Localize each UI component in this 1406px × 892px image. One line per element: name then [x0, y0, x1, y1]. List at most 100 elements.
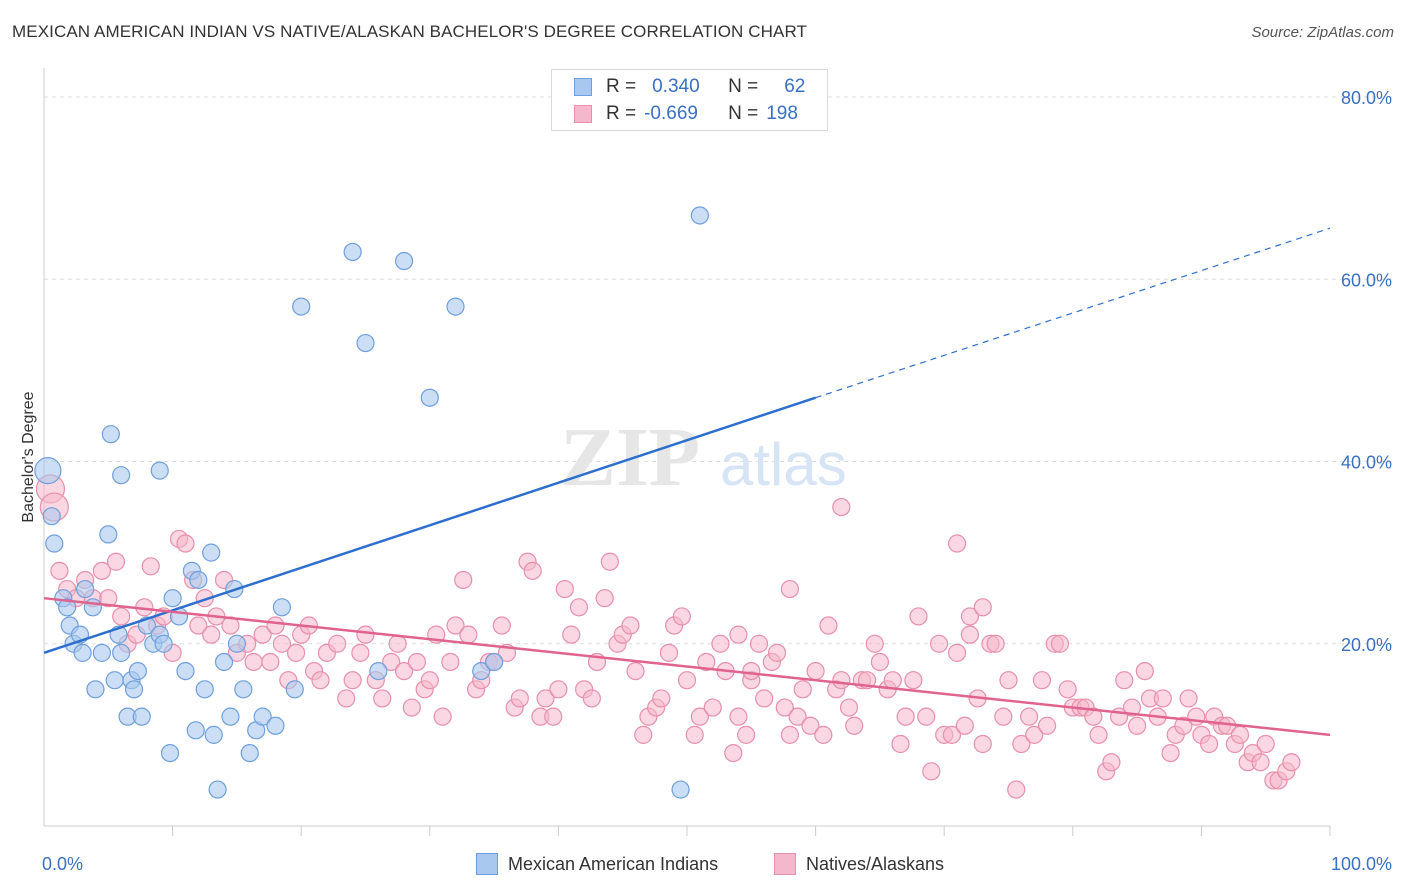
- mexican-american-indian-point: [227, 634, 246, 653]
- natives-alaskans-point: [960, 625, 980, 644]
- mexican-american-indian-point: [160, 743, 180, 763]
- mexican-american-indian-point: [112, 466, 131, 485]
- natives-alaskans-point: [942, 725, 962, 744]
- natives-alaskans-point: [986, 634, 1005, 653]
- natives-alaskans-point: [1019, 707, 1039, 726]
- mexican-american-indian-point: [285, 680, 304, 699]
- natives-alaskans-point: [92, 561, 111, 580]
- natives-alaskans-point: [311, 671, 330, 690]
- natives-alaskans-point: [749, 634, 769, 653]
- natives-alaskans-point: [562, 625, 581, 644]
- natives-alaskans-point: [582, 689, 601, 708]
- mexican-american-indian-point: [42, 507, 61, 526]
- mexican-american-indian-point: [195, 680, 214, 699]
- natives-alaskans-point: [947, 643, 967, 662]
- natives-alaskans-point: [697, 652, 716, 672]
- watermark-atlas: atlas: [720, 431, 847, 498]
- natives-alaskans-point: [814, 725, 833, 744]
- legend-r-value: 0.340: [652, 76, 700, 97]
- natives-alaskans-point: [112, 607, 131, 626]
- legend-r-label: R =: [606, 76, 637, 97]
- natives-alaskans-point: [382, 652, 401, 672]
- watermark-zip: ZIP: [560, 411, 700, 504]
- gridlines: [44, 96, 1392, 645]
- natives-alaskans-point: [595, 589, 614, 608]
- natives-alaskans-point: [1230, 725, 1250, 744]
- natives-alaskans-point: [819, 616, 838, 635]
- natives-alaskans-point: [832, 671, 851, 690]
- mexican-american-indian-point: [671, 780, 690, 799]
- natives-alaskans-point: [690, 707, 709, 726]
- natives-alaskans-point: [394, 661, 414, 681]
- natives-alaskans-point: [1282, 753, 1301, 772]
- chart-title: MEXICAN AMERICAN INDIAN VS NATIVE/ALASKA…: [12, 22, 807, 41]
- natives-alaskans-point: [793, 680, 812, 699]
- mexican-american-indian-point: [446, 297, 465, 316]
- natives-alaskans-point: [244, 652, 263, 672]
- natives-alaskans-point: [729, 625, 748, 644]
- mexican-american-indian-point: [86, 680, 105, 699]
- natives-alaskans-point: [1161, 743, 1180, 763]
- natives-alaskans-point: [176, 534, 195, 553]
- mexican-american-indian-point: [128, 661, 147, 681]
- x-tick-labels: 0.0% 100.0%: [42, 854, 1392, 874]
- natives-alaskans-point: [50, 561, 69, 580]
- natives-alaskans-point: [1102, 753, 1121, 772]
- natives-alaskans-point: [1025, 725, 1044, 744]
- natives-alaskans-point: [1050, 634, 1070, 653]
- natives-alaskans-point: [536, 689, 555, 708]
- natives-alaskans-point: [388, 634, 407, 653]
- natives-alaskans-point: [626, 661, 645, 681]
- mexican-american-indian-point: [204, 725, 223, 744]
- blue-trend-extension: [815, 227, 1331, 399]
- natives-alaskans-point: [883, 671, 902, 690]
- natives-alaskans-point: [994, 707, 1013, 726]
- natives-alaskans-point: [266, 616, 285, 635]
- mexican-american-indian-point: [472, 661, 491, 681]
- natives-alaskans-point: [189, 616, 208, 635]
- legend-r-value: -0.669: [644, 103, 698, 124]
- natives-alaskans-point: [549, 680, 568, 699]
- natives-alaskans-point: [729, 707, 748, 726]
- natives-alaskans-point: [1179, 689, 1198, 708]
- natives-alaskans-point: [947, 534, 967, 553]
- mexican-american-indian-point: [240, 743, 259, 763]
- natives-alaskans-point: [337, 689, 356, 708]
- natives-alaskans-point: [742, 661, 761, 681]
- natives-alaskans-point: [441, 652, 460, 672]
- natives-alaskans-point: [343, 671, 362, 690]
- natives-alaskans-point: [106, 552, 126, 571]
- natives-alaskans-point: [1115, 671, 1134, 690]
- source-label: Source: ZipAtlas.com: [1251, 24, 1394, 41]
- natives-alaskans-point: [865, 634, 884, 653]
- natives-alaskans-point: [492, 616, 511, 635]
- natives-alaskans-point: [767, 643, 787, 662]
- natives-alaskans-point: [99, 589, 118, 608]
- mexican-american-indian-point: [163, 589, 182, 608]
- natives-alaskans-point: [286, 643, 306, 662]
- mexican-american-indian-point: [485, 652, 504, 672]
- blue-square-icon: [476, 853, 498, 875]
- natives-alaskans-point: [929, 634, 949, 653]
- natives-alaskans-point: [1084, 707, 1103, 726]
- mexican-american-indian-point: [356, 333, 375, 353]
- y-tick-label: 40.0%: [1341, 453, 1392, 473]
- natives-alaskans-point: [672, 607, 691, 626]
- natives-alaskans-point: [1007, 780, 1026, 799]
- natives-alaskans-point: [922, 762, 941, 781]
- mexican-american-indian-point: [99, 525, 118, 544]
- natives-alaskans-point: [711, 634, 730, 653]
- natives-alaskans-point: [973, 734, 992, 754]
- mexican-american-indian-point: [101, 425, 120, 444]
- natives-alaskans-point: [202, 625, 221, 644]
- natives-alaskans-point: [1174, 716, 1193, 735]
- natives-alaskans-point: [891, 734, 910, 754]
- natives-alaskans-point: [1200, 734, 1219, 754]
- mexican-american-indian-point: [105, 671, 124, 690]
- natives-alaskans-point: [1012, 734, 1031, 754]
- x-tick-label: 100.0%: [1331, 854, 1392, 874]
- natives-alaskans-point: [832, 497, 851, 517]
- natives-alaskans-point: [373, 689, 392, 708]
- natives-alaskans-point: [253, 625, 272, 644]
